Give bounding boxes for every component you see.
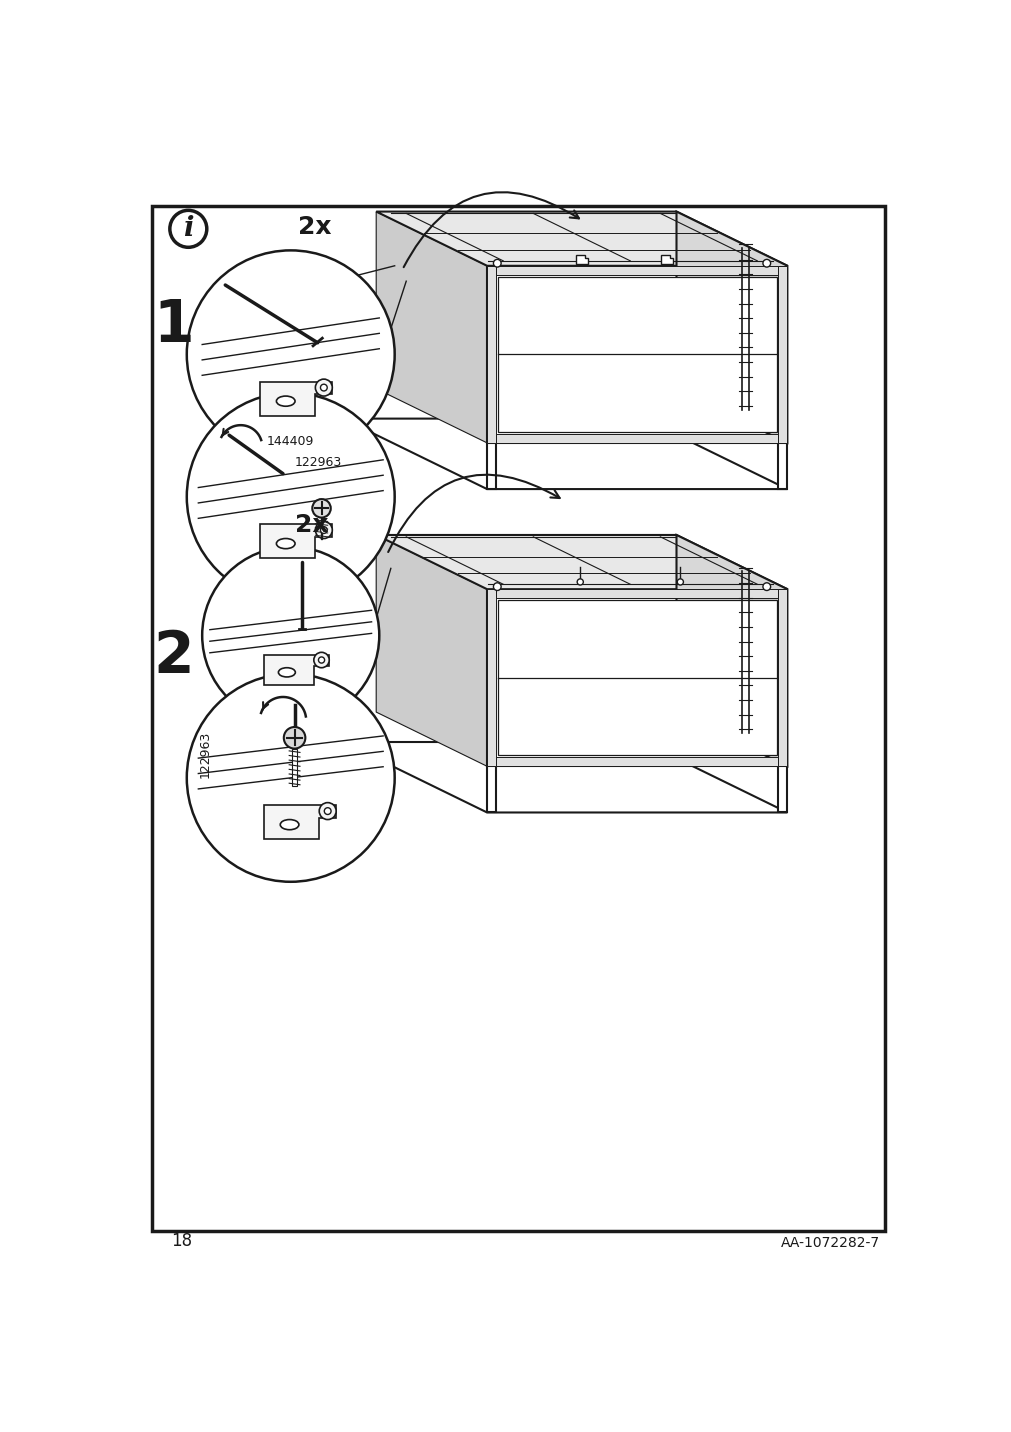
Ellipse shape [278,667,295,677]
Ellipse shape [276,397,295,407]
Circle shape [187,674,394,882]
Bar [292,749,296,786]
Polygon shape [376,212,486,442]
Polygon shape [495,266,777,275]
Text: 2: 2 [154,627,194,684]
Circle shape [187,392,394,601]
Circle shape [762,583,769,590]
Polygon shape [486,442,495,490]
Ellipse shape [280,819,298,829]
Polygon shape [486,589,495,766]
Circle shape [762,259,769,268]
Polygon shape [486,589,787,766]
Circle shape [318,657,325,663]
Circle shape [324,808,331,815]
Polygon shape [777,589,787,766]
Polygon shape [495,434,777,442]
Polygon shape [675,536,787,766]
Polygon shape [260,382,332,415]
Text: 1: 1 [154,296,194,354]
Polygon shape [264,805,336,839]
Text: AA-1072282-7: AA-1072282-7 [779,1236,879,1250]
Circle shape [313,653,329,667]
Circle shape [320,384,327,391]
Circle shape [202,547,379,725]
Polygon shape [376,536,787,589]
Text: i: i [183,215,193,242]
Polygon shape [343,742,787,812]
Circle shape [676,579,682,586]
Text: 18: 18 [171,1232,192,1250]
Circle shape [320,527,327,534]
Polygon shape [343,418,787,490]
Text: 122963: 122963 [294,455,342,468]
Circle shape [493,259,500,268]
Text: 2x: 2x [294,513,328,537]
Polygon shape [660,255,672,263]
Polygon shape [777,766,787,812]
Circle shape [283,727,305,749]
Polygon shape [497,600,775,756]
Text: 144409: 144409 [267,435,314,448]
Circle shape [318,802,336,819]
Polygon shape [777,266,787,442]
Circle shape [493,583,500,590]
Circle shape [315,521,332,538]
Text: 122963: 122963 [198,732,211,779]
Circle shape [187,251,394,458]
Polygon shape [260,524,332,558]
Circle shape [576,579,582,586]
Polygon shape [486,266,495,442]
Circle shape [170,211,206,248]
Polygon shape [777,442,787,490]
Circle shape [312,500,331,517]
Text: 2x: 2x [298,215,332,239]
Circle shape [315,379,332,397]
Polygon shape [376,536,486,766]
Polygon shape [486,266,787,442]
Polygon shape [264,654,329,686]
Ellipse shape [276,538,295,548]
Polygon shape [486,766,495,812]
Polygon shape [495,589,777,599]
Polygon shape [497,276,775,432]
Polygon shape [376,212,787,266]
Polygon shape [495,758,777,766]
Polygon shape [675,212,787,442]
Polygon shape [575,255,587,263]
